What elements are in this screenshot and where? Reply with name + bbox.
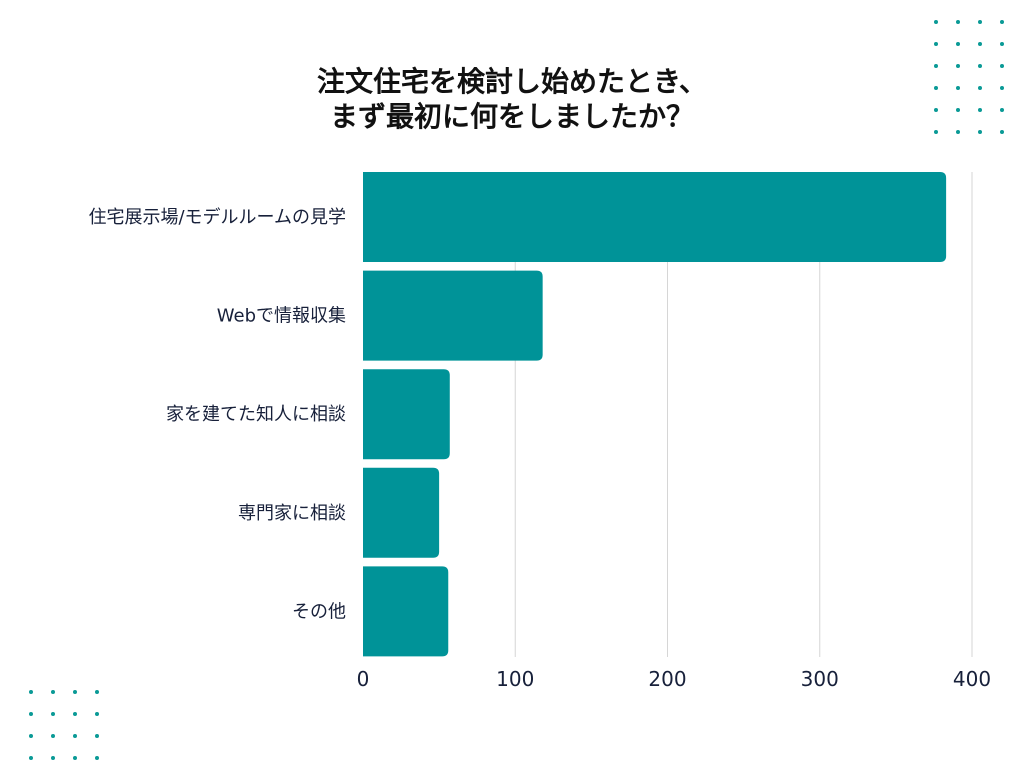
decorative-dot-bottom-left	[95, 734, 99, 738]
category-labels: 住宅展示場/モデルルームの見学 Webで情報収集家を建てた知人に相談専門家に相談そ…	[88, 207, 346, 622]
category-label: その他	[292, 601, 346, 622]
chart-title-line-1: 注文住宅を検討し始めたとき、	[316, 65, 708, 98]
x-tick-label: 0	[357, 667, 370, 691]
bar	[363, 270, 543, 361]
bar	[363, 566, 449, 657]
decorative-dot-bottom-left	[73, 756, 77, 760]
decorative-dot-top-right	[978, 86, 982, 90]
decorative-dot-bottom-left	[29, 690, 33, 694]
decorative-dot-top-right	[1000, 20, 1004, 24]
decorative-dot-bottom-left	[95, 690, 99, 694]
decorative-dot-top-right	[1000, 86, 1004, 90]
decorative-dot-top-right	[934, 64, 938, 68]
decorative-dot-top-right	[978, 20, 982, 24]
x-tick-label: 200	[648, 667, 686, 691]
x-tick-label: 300	[801, 667, 839, 691]
category-label: 専門家に相談	[238, 503, 346, 524]
decorative-dot-top-right	[1000, 108, 1004, 112]
decorative-dot-bottom-left	[51, 712, 55, 716]
decorative-dot-top-right	[934, 42, 938, 46]
decorative-dot-top-right	[934, 130, 938, 134]
bar	[363, 172, 947, 262]
decorative-dot-top-right	[956, 42, 960, 46]
decorative-dot-top-right	[1000, 130, 1004, 134]
decorative-dot-top-right	[956, 86, 960, 90]
decorative-dot-top-right	[934, 108, 938, 112]
decorative-dot-bottom-left	[29, 756, 33, 760]
category-label: 家を建てた知人に相談	[166, 404, 346, 425]
decorative-dot-bottom-left	[73, 734, 77, 738]
bars	[363, 172, 947, 657]
category-label: 住宅展示場/モデルルームの見学	[88, 207, 346, 228]
decorative-dot-top-right	[978, 108, 982, 112]
decorative-dot-bottom-left	[73, 712, 77, 716]
decorative-dot-bottom-left	[51, 756, 55, 760]
decorative-dot-bottom-left	[29, 734, 33, 738]
decorative-dot-bottom-left	[29, 712, 33, 716]
decorative-dot-top-right	[978, 130, 982, 134]
decorative-dot-bottom-left	[51, 734, 55, 738]
decorative-dot-top-right	[1000, 42, 1004, 46]
x-axis-ticks: 0 100 200 300 400	[357, 667, 991, 691]
x-tick-label: 400	[953, 667, 991, 691]
decorative-dot-top-right	[934, 20, 938, 24]
decorative-dot-top-right	[978, 64, 982, 68]
decorative-dot-top-right	[956, 130, 960, 134]
decorative-dot-bottom-left	[73, 690, 77, 694]
decorative-dot-top-right	[956, 108, 960, 112]
decorative-dot-bottom-left	[51, 690, 55, 694]
decorative-dot-top-right	[1000, 64, 1004, 68]
decorative-dot-bottom-left	[95, 756, 99, 760]
decorative-dots	[29, 20, 1004, 760]
chart-title-line-2: まず最初に何をしましたか？	[329, 100, 694, 133]
category-label: Webで情報収集	[217, 306, 346, 327]
bar	[363, 467, 440, 558]
decorative-dot-top-right	[978, 42, 982, 46]
decorative-dot-top-right	[934, 86, 938, 90]
bar	[363, 369, 450, 460]
decorative-dot-top-right	[956, 64, 960, 68]
decorative-dot-top-right	[956, 20, 960, 24]
decorative-dot-bottom-left	[95, 712, 99, 716]
x-tick-label: 100	[496, 667, 534, 691]
